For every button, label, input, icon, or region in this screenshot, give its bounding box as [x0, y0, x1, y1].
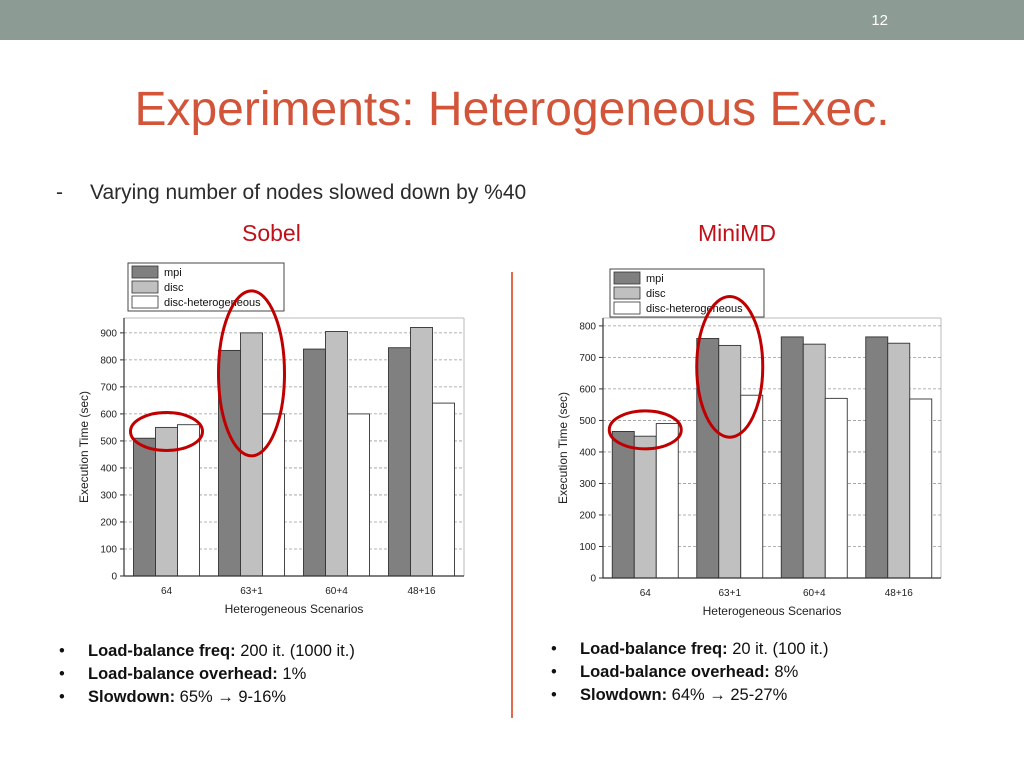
bar-disc [887, 342, 911, 579]
x-tick-label: 60+4 [803, 588, 826, 599]
y-tick-label: 800 [579, 321, 596, 332]
y-tick-label: 200 [100, 517, 117, 528]
legend-label-mpi: mpi [164, 267, 182, 279]
bar-mpi [780, 336, 804, 579]
x-axis-label: Heterogeneous Scenarios [703, 604, 842, 618]
bar-disc-heterogeneous [740, 394, 764, 579]
bar-mpi [388, 347, 411, 577]
x-tick-label: 48+16 [407, 586, 436, 597]
y-axis-label: Execution Time (sec) [556, 392, 570, 504]
sub-bullet-text: Varying number of nodes slowed down by %… [90, 181, 527, 204]
x-tick-label: 48+16 [885, 588, 914, 599]
legend-swatch-disc-heterogeneous [613, 301, 641, 315]
legend-swatch-disc [613, 286, 641, 300]
bar-disc [718, 344, 742, 579]
bar-mpi [303, 348, 326, 577]
dash-marker: - [56, 181, 63, 204]
y-tick-label: 300 [100, 490, 117, 501]
slide-title: Experiments: Heterogeneous Exec. [134, 83, 890, 136]
bar-mpi [865, 336, 889, 579]
legend-swatch-disc [131, 280, 159, 294]
y-tick-label: 700 [100, 382, 117, 393]
legend-swatch-disc-heterogeneous [131, 295, 159, 309]
highlight-circle [217, 289, 286, 458]
legend-label-disc: disc [646, 288, 666, 300]
top-bar: 12 [0, 0, 1024, 40]
y-tick-label: 0 [590, 574, 596, 585]
y-tick-label: 500 [579, 416, 596, 427]
legend-label-disc-heterogeneous: disc-heterogeneous [164, 297, 261, 309]
bar-mpi [133, 437, 156, 577]
bar-disc-heterogeneous [909, 398, 933, 579]
bar-disc [802, 343, 826, 579]
chart-title-sobel: Sobel [242, 220, 301, 246]
bar-disc-heterogeneous [824, 397, 848, 579]
bar-mpi [696, 338, 720, 579]
x-tick-label: 63+1 [240, 586, 263, 597]
highlight-circle [695, 294, 765, 439]
sobel-bullets: • Load-balance freq: 200 it. (1000 it.) •… [56, 640, 355, 709]
minimd-bullets: • Load-balance freq: 20 it. (100 it.) • Lo… [548, 638, 829, 707]
x-tick-label: 63+1 [718, 588, 741, 599]
slide-number: 12 [871, 12, 888, 29]
y-tick-label: 200 [579, 510, 596, 521]
bar-disc [410, 327, 433, 577]
y-tick-label: 0 [111, 572, 117, 583]
y-axis-label: Execution Time (sec) [77, 391, 91, 503]
sobel-chart: 0 100 200 300 400 500 600 700 800 900 64 63+1 60+4 48… [77, 262, 465, 616]
sub-bullet: - Varying number of nodes slowed down by … [56, 181, 526, 205]
y-tick-label: 600 [579, 384, 596, 395]
minimd-chart: 0 100 200 300 400 500 600 700 800 64 63+1 60+4 48+16… [556, 268, 942, 618]
x-tick-label: 60+4 [325, 586, 348, 597]
x-tick-label: 64 [161, 586, 173, 597]
legend-swatch-mpi [131, 265, 159, 279]
y-tick-label: 700 [579, 353, 596, 364]
y-tick-label: 100 [579, 542, 596, 553]
bullet-item: • Slowdown: 64% → 25-27% [551, 686, 788, 704]
bar-mpi [218, 349, 241, 577]
legend-label-mpi: mpi [646, 273, 664, 285]
y-tick-label: 100 [100, 544, 117, 555]
legend-label-disc-heterogeneous: disc-heterogeneous [646, 303, 743, 315]
bullet-item: • Slowdown: 65% → 9-16% [59, 688, 287, 706]
highlight-circle [129, 410, 204, 452]
legend-swatch-mpi [613, 271, 641, 285]
x-tick-label: 64 [640, 588, 652, 599]
divider-line [511, 272, 513, 718]
bar-disc-heterogeneous [347, 413, 370, 577]
x-axis-label: Heterogeneous Scenarios [225, 602, 364, 616]
y-tick-label: 300 [579, 479, 596, 490]
bullet-item: • Load-balance freq: 20 it. (100 it.) [551, 640, 829, 658]
y-tick-label: 600 [100, 409, 117, 420]
chart-title-minimd: MiniMD [698, 220, 776, 246]
y-tick-label: 900 [100, 328, 117, 339]
y-tick-label: 400 [100, 463, 117, 474]
y-tick-label: 400 [579, 447, 596, 458]
bar-disc [325, 331, 348, 577]
bullet-item: • Load-balance overhead: 8% [551, 663, 799, 681]
bar-mpi [611, 431, 635, 579]
highlight-circle [607, 409, 683, 451]
bar-disc-heterogeneous [432, 402, 455, 577]
bar-disc [633, 435, 657, 579]
y-tick-label: 500 [100, 436, 117, 447]
legend-label-disc: disc [164, 282, 184, 294]
bullet-item: • Load-balance freq: 200 it. (1000 it.) [59, 642, 355, 660]
bullet-item: • Load-balance overhead: 1% [59, 665, 307, 683]
y-tick-label: 800 [100, 355, 117, 366]
